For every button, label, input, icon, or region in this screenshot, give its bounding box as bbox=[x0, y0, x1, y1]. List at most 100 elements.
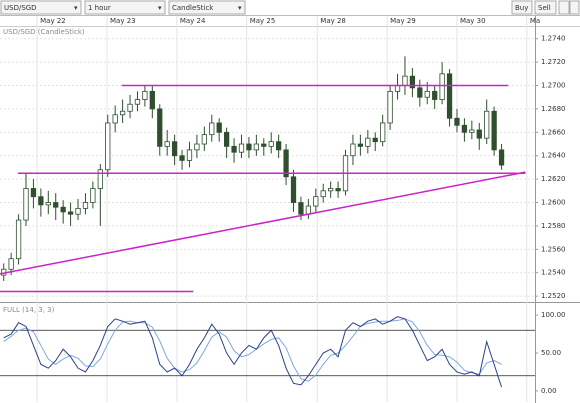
candle-body bbox=[90, 188, 96, 203]
dropdown-arrow: ▾ bbox=[158, 4, 162, 12]
candle-body bbox=[53, 202, 59, 208]
y-tick-label: 100.00 bbox=[541, 311, 566, 319]
sell-button[interactable] bbox=[534, 0, 557, 15]
candle-body bbox=[409, 75, 416, 89]
style-select[interactable] bbox=[168, 0, 246, 15]
candle-body bbox=[97, 169, 103, 189]
candle-body bbox=[112, 114, 118, 124]
candle-body bbox=[8, 258, 14, 270]
candle-body bbox=[75, 207, 81, 215]
candle-body bbox=[157, 108, 163, 147]
candle-body bbox=[417, 87, 423, 98]
x-tick-label: May 22 bbox=[40, 17, 66, 25]
dropdown-arrow: ▾ bbox=[74, 4, 78, 12]
candle-body bbox=[134, 99, 141, 105]
y-tick-label: 1.2660 bbox=[541, 128, 566, 136]
candle-body bbox=[335, 188, 341, 192]
y-tick-label: 1.2540 bbox=[541, 269, 566, 277]
y-tick-label: 50.00 bbox=[541, 349, 561, 357]
candle-body bbox=[15, 219, 22, 260]
candle-body bbox=[67, 211, 74, 215]
candle-body bbox=[357, 143, 364, 147]
candle-body bbox=[238, 143, 245, 153]
candle-body bbox=[224, 131, 230, 147]
candle-body bbox=[186, 149, 193, 161]
candle-body bbox=[246, 143, 252, 151]
candle-body bbox=[446, 73, 453, 119]
candle-body bbox=[149, 90, 155, 110]
x-tick-label: May 29 bbox=[390, 17, 416, 25]
candle-body bbox=[387, 90, 393, 124]
x-tick-label: May 30 bbox=[460, 17, 486, 25]
candle-body bbox=[305, 205, 311, 215]
y-tick-label: 1.2640 bbox=[541, 152, 566, 160]
y-tick-label: 1.2520 bbox=[541, 292, 566, 300]
toolbar: USD/SGD ▾ 1 hour ▾ CandleStick ▾ Buy Sel… bbox=[0, 0, 580, 15]
candle-body bbox=[394, 85, 401, 92]
x-tick-label: May 28 bbox=[320, 17, 346, 25]
indicator-line bbox=[3, 316, 503, 388]
candle-body bbox=[454, 117, 460, 126]
symbol-select[interactable] bbox=[0, 0, 82, 15]
candle-body bbox=[476, 129, 482, 139]
candle-body bbox=[469, 129, 475, 133]
x-tick-label: May 25 bbox=[250, 17, 276, 25]
y-tick-label: 1.2700 bbox=[541, 82, 566, 90]
y-tick-label: 0.00 bbox=[541, 387, 557, 395]
candle-body bbox=[142, 90, 148, 100]
candle-body bbox=[276, 141, 282, 151]
y-tick-label: 1.2580 bbox=[541, 222, 566, 230]
candle-body bbox=[105, 122, 111, 171]
x-tick-label: May 24 bbox=[180, 17, 206, 25]
candle-body bbox=[372, 137, 378, 143]
candle-body bbox=[82, 202, 89, 209]
candle-body bbox=[328, 188, 334, 192]
candle-body bbox=[45, 202, 51, 206]
buy: Buy bbox=[515, 4, 528, 12]
candle-body bbox=[201, 134, 207, 145]
sell: Sell bbox=[538, 4, 551, 12]
candle-body bbox=[365, 137, 371, 147]
candle-body bbox=[498, 149, 505, 166]
indicator-line bbox=[3, 318, 502, 382]
candle-body bbox=[461, 124, 468, 133]
y-tick-label: 1.2600 bbox=[541, 199, 566, 207]
interval: 1 hour bbox=[88, 4, 111, 12]
candle-body bbox=[380, 122, 386, 143]
interval-select[interactable] bbox=[84, 0, 166, 15]
candle-body bbox=[164, 141, 170, 147]
settings-button[interactable] bbox=[569, 0, 580, 15]
chart-label: USD/SGD (CandleStick) bbox=[3, 28, 85, 36]
candle-body bbox=[484, 110, 490, 139]
buy-button[interactable] bbox=[511, 0, 533, 15]
y-tick-label: 1.2680 bbox=[541, 105, 566, 113]
candle-body bbox=[402, 75, 408, 86]
candle-body bbox=[253, 143, 259, 151]
candle-body bbox=[439, 73, 445, 100]
trend-line bbox=[0, 171, 526, 275]
candle-body bbox=[127, 103, 133, 112]
candle-body bbox=[23, 188, 29, 221]
candle-body bbox=[38, 196, 44, 206]
candle-body bbox=[424, 90, 430, 98]
candle-body bbox=[320, 190, 326, 198]
candle-body bbox=[432, 90, 438, 100]
candle-body bbox=[60, 206, 66, 213]
candle-body bbox=[231, 145, 237, 153]
tools-button[interactable] bbox=[558, 0, 570, 15]
x-tick-label: May 23 bbox=[110, 17, 136, 25]
candle-body bbox=[30, 188, 37, 198]
candle-body bbox=[209, 122, 215, 136]
x-tick-label: Ma bbox=[530, 17, 540, 25]
indicator-label: FULL (14, 3, 3) bbox=[3, 306, 55, 314]
candle-body bbox=[179, 155, 185, 161]
candle-body bbox=[298, 202, 304, 215]
candle-body bbox=[261, 143, 267, 147]
candle-body bbox=[290, 176, 297, 203]
candle-body bbox=[350, 143, 356, 157]
symbol: USD/SGD bbox=[4, 4, 37, 12]
y-tick-label: 1.2560 bbox=[541, 245, 566, 253]
candle-body bbox=[194, 143, 200, 151]
